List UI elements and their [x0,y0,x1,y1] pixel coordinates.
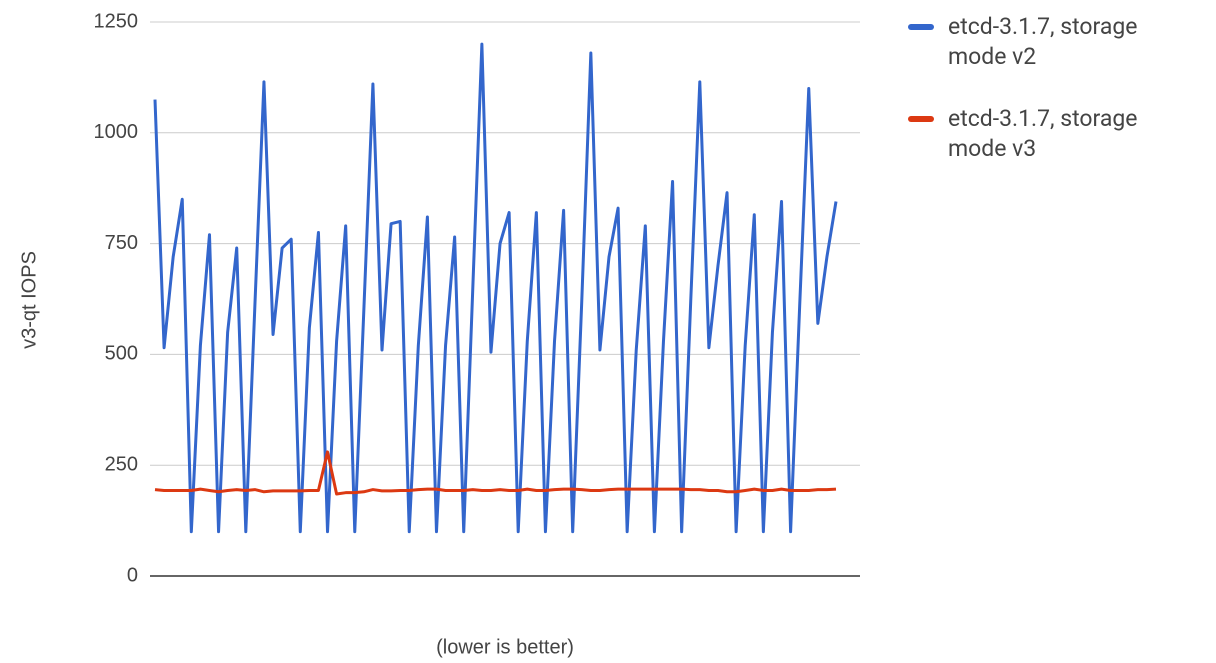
legend-item: etcd-3.1.7, storage mode v2 [908,12,1208,72]
y-tick-label: 1000 [94,121,139,143]
y-axis-label: v3-qt IOPS [18,251,40,349]
legend-label: etcd-3.1.7, storage mode v3 [948,105,1138,162]
legend-label: etcd-3.1.7, storage mode v2 [948,13,1138,70]
x-axis-label: (lower is better) [436,636,574,658]
y-tick-label: 1250 [94,10,139,32]
legend-swatch [908,116,934,122]
legend-item: etcd-3.1.7, storage mode v3 [908,104,1208,164]
y-tick-label: 750 [105,232,138,254]
series-line [153,42,838,534]
y-tick-label: 500 [105,343,138,365]
legend-swatch [908,24,934,30]
y-tick-label: 0 [127,564,138,586]
y-tick-label: 250 [105,453,138,475]
series-line [154,450,837,496]
